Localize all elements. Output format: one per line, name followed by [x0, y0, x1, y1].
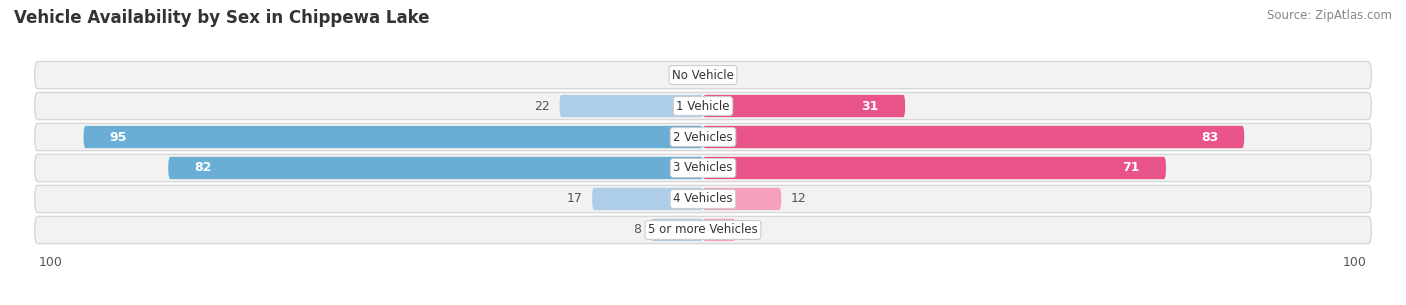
Text: 82: 82 [194, 161, 212, 174]
FancyBboxPatch shape [703, 95, 905, 117]
Text: 4 Vehicles: 4 Vehicles [673, 192, 733, 206]
FancyBboxPatch shape [35, 124, 1371, 151]
Text: No Vehicle: No Vehicle [672, 69, 734, 81]
Text: 17: 17 [567, 192, 582, 206]
Text: 0: 0 [685, 69, 693, 81]
Text: Source: ZipAtlas.com: Source: ZipAtlas.com [1267, 9, 1392, 22]
Text: Vehicle Availability by Sex in Chippewa Lake: Vehicle Availability by Sex in Chippewa … [14, 9, 430, 27]
FancyBboxPatch shape [592, 188, 703, 210]
Text: 5 or more Vehicles: 5 or more Vehicles [648, 224, 758, 236]
FancyBboxPatch shape [703, 126, 1244, 148]
Text: 95: 95 [110, 131, 127, 144]
FancyBboxPatch shape [560, 95, 703, 117]
FancyBboxPatch shape [35, 185, 1371, 213]
Text: 83: 83 [1201, 131, 1218, 144]
Text: 31: 31 [862, 99, 879, 113]
FancyBboxPatch shape [703, 157, 1166, 179]
FancyBboxPatch shape [169, 157, 703, 179]
FancyBboxPatch shape [35, 154, 1371, 181]
FancyBboxPatch shape [651, 219, 703, 241]
Text: 12: 12 [792, 192, 807, 206]
Text: 3 Vehicles: 3 Vehicles [673, 161, 733, 174]
Text: 2 Vehicles: 2 Vehicles [673, 131, 733, 144]
Text: 5: 5 [745, 224, 754, 236]
FancyBboxPatch shape [35, 92, 1371, 120]
FancyBboxPatch shape [703, 219, 735, 241]
Text: 8: 8 [633, 224, 641, 236]
FancyBboxPatch shape [83, 126, 703, 148]
FancyBboxPatch shape [703, 188, 782, 210]
Text: 22: 22 [534, 99, 550, 113]
Legend: Male, Female: Male, Female [631, 303, 775, 305]
Text: 1 Vehicle: 1 Vehicle [676, 99, 730, 113]
FancyBboxPatch shape [35, 216, 1371, 244]
FancyBboxPatch shape [35, 61, 1371, 89]
Text: 71: 71 [1122, 161, 1140, 174]
Text: 0: 0 [713, 69, 721, 81]
